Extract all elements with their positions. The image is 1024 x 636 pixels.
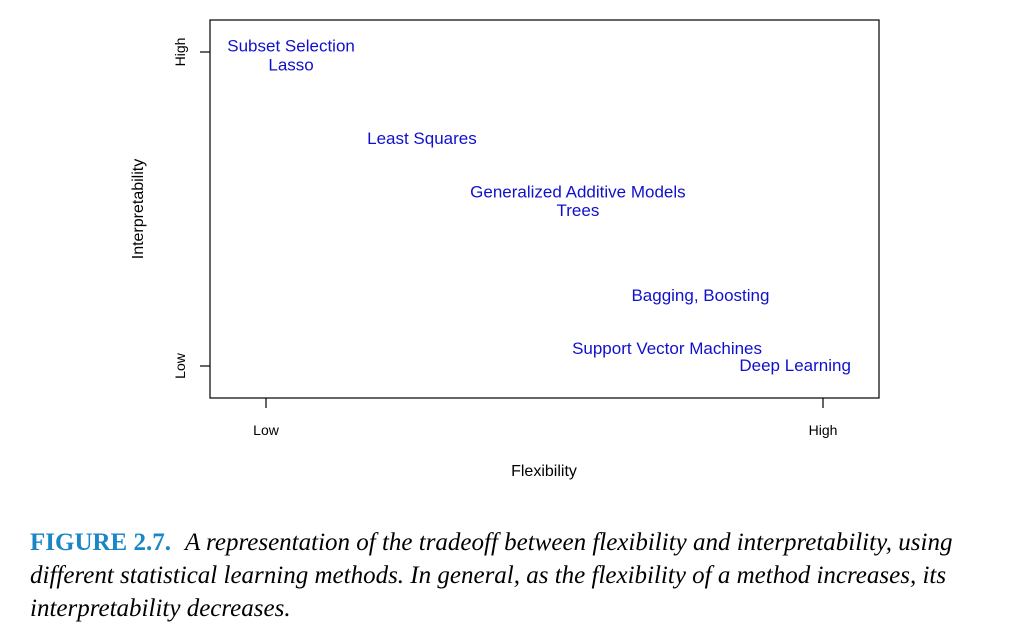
method-label-3: Generalized Additive Models [470, 183, 685, 202]
x-axis-title: Flexibility [511, 463, 577, 480]
method-label-5: Bagging, Boosting [631, 286, 769, 305]
method-label-2: Least Squares [367, 129, 477, 148]
method-label-1: Lasso [268, 56, 313, 75]
y-tick-label-0: Low [172, 352, 188, 379]
figure-label: FIGURE 2.7. [30, 529, 171, 556]
method-label-7: Deep Learning [739, 356, 851, 375]
method-label-4: Trees [557, 201, 600, 220]
x-axis: Low High [253, 398, 837, 438]
y-tick-label-1: High [172, 38, 188, 67]
y-axis-title: Interpretability [130, 159, 147, 260]
y-axis: Low High [172, 38, 210, 379]
figure-caption-text: A representation of the tradeoff between… [30, 529, 953, 622]
plot-frame [209, 19, 880, 399]
figure-caption: FIGURE 2.7. A representation of the trade… [30, 526, 1000, 625]
x-tick-label-0: Low [253, 422, 280, 438]
method-label-6: Support Vector Machines [572, 339, 762, 358]
x-tick-label-1: High [809, 422, 838, 438]
method-label-0: Subset Selection [227, 37, 355, 56]
